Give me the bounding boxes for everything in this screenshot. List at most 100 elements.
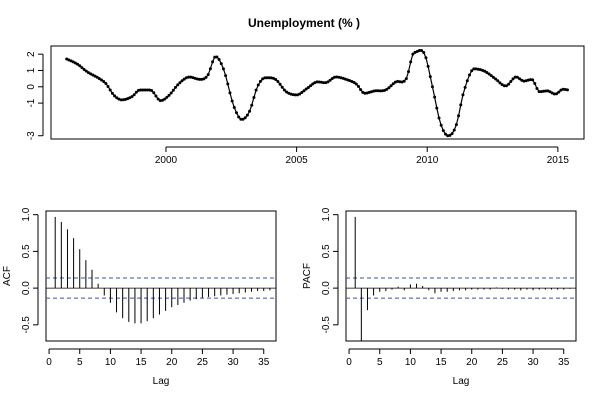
series-point — [141, 88, 145, 92]
y-tick-label: 0 — [26, 84, 37, 90]
series-point — [424, 56, 428, 60]
series-point — [102, 79, 106, 83]
series-point — [104, 82, 108, 86]
y-tick-label: -0.5 — [21, 316, 32, 334]
series-point — [509, 79, 513, 83]
y-tick-label: -1 — [26, 98, 37, 107]
series-point — [232, 106, 236, 110]
series-point — [163, 97, 167, 101]
series-point — [507, 82, 511, 86]
series-point — [204, 75, 208, 79]
series-point — [245, 113, 249, 117]
series-point — [285, 90, 289, 94]
series-point — [73, 61, 77, 65]
y-tick-label: 0.5 — [21, 244, 32, 258]
acf-x-title: Lag — [153, 376, 170, 387]
series-point — [215, 55, 219, 59]
y-tick-label: 0.0 — [321, 281, 332, 295]
series-point — [404, 77, 408, 81]
x-tick-label: 0 — [346, 357, 352, 368]
series-point — [391, 82, 395, 86]
series-point — [230, 99, 234, 103]
series-point — [565, 88, 569, 92]
series-point — [457, 114, 461, 118]
series-point — [352, 81, 356, 85]
series-point — [113, 94, 117, 98]
series-point — [433, 95, 437, 99]
series-point — [561, 87, 565, 91]
series-point — [130, 95, 134, 99]
series-point — [302, 89, 306, 93]
series-point — [100, 78, 104, 82]
series-point — [219, 62, 223, 66]
series-point — [402, 79, 406, 83]
series-point — [465, 79, 469, 83]
series-point — [409, 60, 413, 64]
y-tick-label: -0.5 — [321, 316, 332, 334]
x-tick-label: 2005 — [285, 155, 308, 166]
series-point — [206, 73, 210, 77]
series-point — [489, 74, 493, 78]
series-point — [470, 69, 474, 73]
series-point — [531, 78, 535, 82]
series-point — [169, 91, 173, 95]
series-point — [444, 132, 448, 136]
series-point — [385, 87, 389, 91]
series-point — [326, 80, 330, 84]
series-point — [515, 75, 519, 79]
series-point — [248, 109, 252, 113]
series-point — [78, 64, 82, 68]
series-point — [156, 97, 160, 101]
series-point — [134, 90, 138, 94]
series-point — [211, 60, 215, 64]
series-point — [354, 82, 358, 86]
series-point — [411, 52, 415, 56]
series-point — [496, 79, 500, 83]
timeseries-x-axis: 2000 2005 2010 2015 — [155, 146, 569, 166]
series-point — [226, 82, 230, 86]
pacf-y-axis: -0.5 0.0 0.5 1.0 — [321, 207, 339, 334]
x-tick-label: 5 — [377, 357, 383, 368]
y-tick-label: 1 — [26, 67, 37, 73]
series-point — [202, 77, 206, 81]
series-point — [84, 69, 88, 73]
acf-bars — [54, 216, 271, 324]
series-point — [274, 77, 278, 81]
series-point — [158, 99, 162, 103]
series-point — [359, 88, 363, 92]
series-point — [178, 81, 182, 85]
series-point — [76, 62, 80, 66]
timeseries-y-axis: -3 -1 0 1 2 — [26, 51, 44, 140]
series-point — [254, 88, 258, 92]
series-point — [306, 86, 310, 90]
series-point — [174, 85, 178, 89]
series-points — [65, 49, 569, 138]
series-point — [252, 96, 256, 99]
series-point — [374, 89, 378, 93]
series-point — [441, 129, 445, 133]
series-point — [511, 77, 515, 81]
acf-y-axis: -0.5 0.0 0.5 1.0 — [21, 207, 39, 334]
x-tick-label: 15 — [436, 357, 448, 368]
series-point — [487, 72, 491, 76]
series-point — [228, 91, 232, 95]
series-point — [378, 89, 382, 93]
acf-panel: -0.5 0.0 0.5 1.0 0 5 10 15 20 25 30 35 Lag ACF — [2, 207, 277, 387]
series-point — [448, 133, 452, 137]
series-point — [518, 77, 522, 81]
series-point — [298, 92, 302, 96]
pacf-y-title: PACF — [302, 263, 313, 289]
series-point — [555, 92, 559, 96]
pacf-x-title: Lag — [453, 376, 470, 387]
x-tick-label: 20 — [466, 357, 478, 368]
series-point — [265, 76, 269, 80]
series-point — [213, 55, 217, 59]
series-point — [437, 116, 441, 120]
pacf-reference-lines — [346, 277, 576, 299]
series-point — [235, 111, 238, 115]
series-point — [145, 88, 149, 92]
acf-frame — [45, 210, 277, 342]
x-tick-label: 30 — [228, 357, 240, 368]
series-point — [398, 80, 402, 84]
x-tick-label: 2010 — [416, 155, 439, 166]
